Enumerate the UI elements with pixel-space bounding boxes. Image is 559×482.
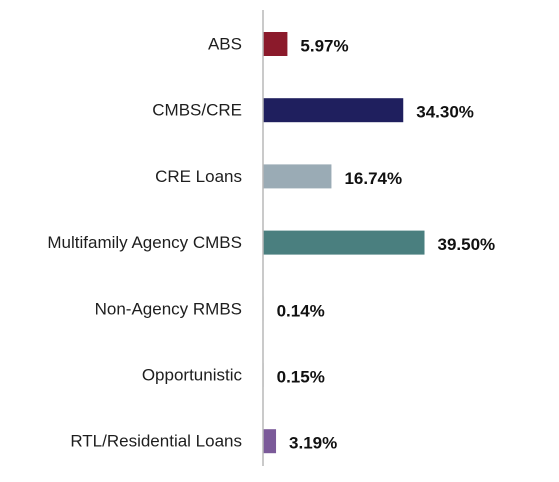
value-label: 3.19% [289,434,337,453]
value-label: 34.30% [416,103,474,122]
category-label: RTL/Residential Loans [70,432,242,451]
value-label: 0.14% [277,301,325,320]
bar [263,164,332,189]
bars [263,32,425,454]
category-label: CMBS/CRE [152,101,242,120]
category-labels: ABS CMBS/CRE CRE Loans Multifamily Agency C… [47,35,242,451]
category-label: CRE Loans [155,167,242,186]
category-label: Opportunistic [142,366,243,385]
value-label: 16.74% [344,169,402,188]
bar [263,230,425,255]
category-label: ABS [208,35,242,54]
value-labels: 5.97% 34.30% 16.74% 39.50% 0.14% 0.15% 3.19% [277,37,496,453]
category-label: Non-Agency RMBS [95,299,242,318]
value-label: 0.15% [277,368,325,387]
value-label: 5.97% [300,37,348,56]
bar [263,429,277,454]
bar [263,98,404,123]
category-label: Multifamily Agency CMBS [47,233,242,252]
value-label: 39.50% [438,235,496,254]
bar [263,32,288,56]
